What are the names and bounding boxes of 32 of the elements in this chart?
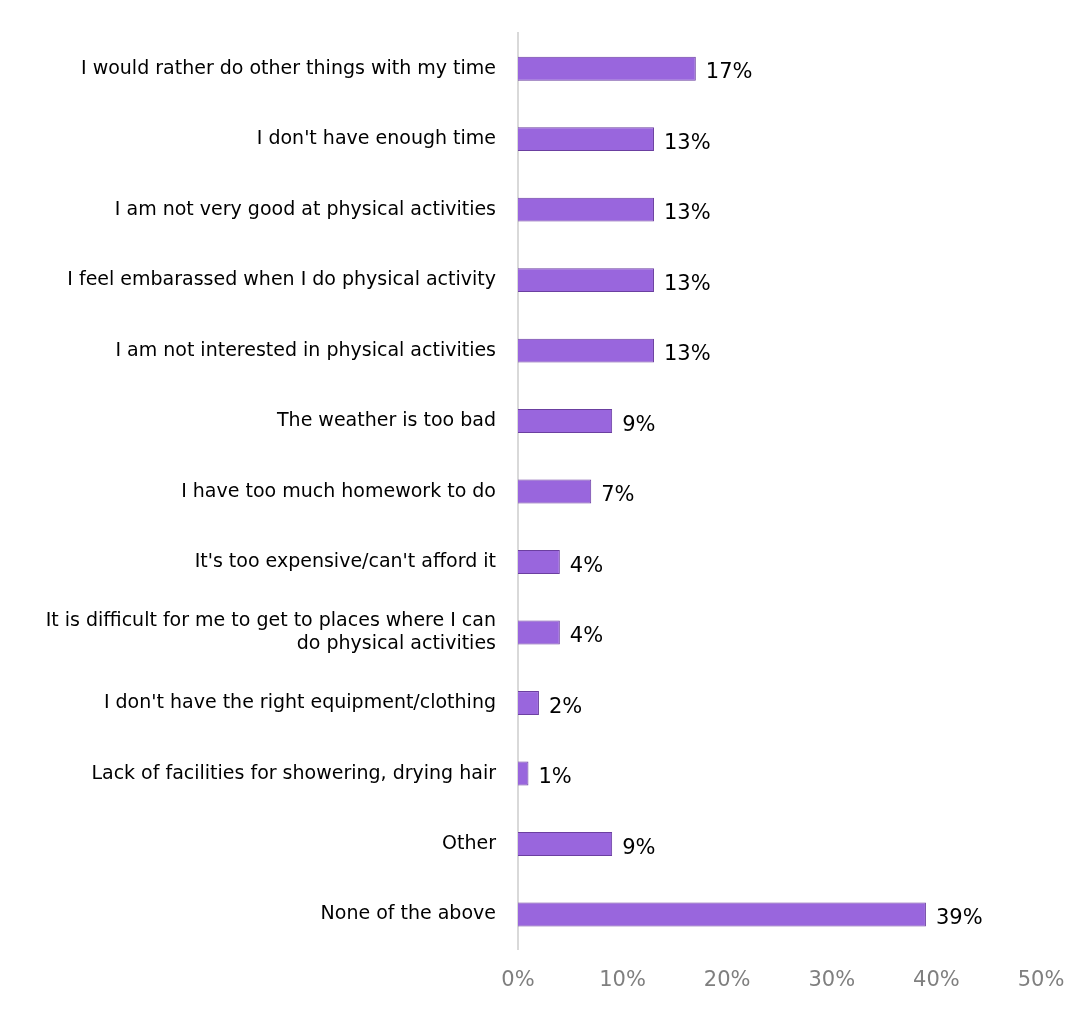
data-label: 7% xyxy=(601,482,635,507)
y-tick-label: It's too expensive/can't afford it xyxy=(194,549,496,572)
data-label: 13% xyxy=(663,270,711,295)
y-tick-label: I don't have the right equipment/clothing xyxy=(103,690,496,713)
x-tick-label: 30% xyxy=(808,966,856,991)
data-label: 13% xyxy=(663,200,711,225)
y-tick-label: I have too much homework to do xyxy=(181,478,496,501)
data-label: 4% xyxy=(569,552,604,577)
y-tick-label: I would rather do other things with my time xyxy=(81,55,496,78)
data-label: 13% xyxy=(663,341,711,366)
y-tick-label: None of the above xyxy=(320,901,496,924)
y-tick-label: I don't have enough time xyxy=(256,126,496,149)
x-tick-label: 20% xyxy=(703,966,751,991)
y-tick-label: I am not interested in physical activities xyxy=(115,337,496,360)
data-label: 9% xyxy=(622,834,656,859)
x-tick-label: 10% xyxy=(599,966,646,991)
x-tick-label: 50% xyxy=(1017,966,1065,991)
x-tick-label: 0% xyxy=(501,966,535,991)
y-tick-label: I feel embarassed when I do physical activity xyxy=(67,267,496,290)
data-label: 17% xyxy=(705,59,753,84)
data-label: 2% xyxy=(548,693,583,718)
data-label: 9% xyxy=(622,411,656,436)
x-tick-label: 40% xyxy=(913,966,960,991)
y-tick-label: Lack of facilities for showering, drying hair xyxy=(91,760,497,783)
y-tick-label: I am not very good at physical activities xyxy=(114,196,496,219)
data-label: 13% xyxy=(663,129,711,154)
y-tick-label: The weather is too bad xyxy=(275,408,496,431)
data-label: 39% xyxy=(935,905,983,930)
y-tick-label: It is difficult for me to get to places where I can do physical activities xyxy=(45,608,496,653)
y-tick-label: Other xyxy=(442,831,497,853)
data-label: 1% xyxy=(538,764,572,789)
data-label: 4% xyxy=(569,623,604,648)
